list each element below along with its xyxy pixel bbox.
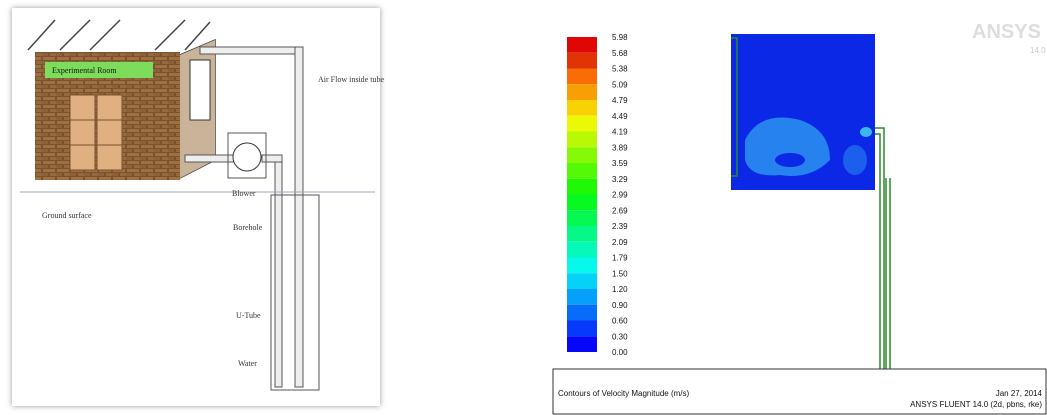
room-label: Experimental Room bbox=[52, 66, 117, 75]
colorbar-label: 1.50 bbox=[612, 269, 628, 278]
schematic-panel: Experimental Room Air Flow inside tube Bl… bbox=[12, 8, 384, 406]
colorbar-label: 0.00 bbox=[612, 348, 628, 357]
colorbar-label: 2.69 bbox=[612, 206, 628, 215]
colorbar-label: 3.89 bbox=[612, 143, 628, 152]
logo: ANSYS bbox=[972, 21, 1041, 43]
colorbar-label: 5.38 bbox=[612, 65, 628, 74]
colorbar-swatch bbox=[567, 147, 597, 163]
colorbar-label: 2.09 bbox=[612, 238, 628, 247]
colorbar: 5.98 5.68 5.38 5.09 4.79 4.49 4.19 3.89 3.59 3.29… bbox=[567, 33, 628, 357]
colorbar-label: 5.68 bbox=[612, 49, 628, 58]
colorbar-label: 1.79 bbox=[612, 254, 628, 263]
figure: Experimental Room Air Flow inside tube Bl… bbox=[0, 0, 1047, 415]
colorbar-label: 5.09 bbox=[612, 80, 628, 89]
colorbar-swatch bbox=[567, 132, 597, 148]
footer-solver: ANSYS FLUENT 14.0 (2d, pbns, rke) bbox=[910, 400, 1042, 409]
window bbox=[190, 60, 210, 120]
schematic-label: Water bbox=[238, 359, 257, 368]
colorbar-swatch bbox=[567, 258, 597, 274]
schematic-label: Blower bbox=[232, 189, 256, 198]
colorbar-label: 4.79 bbox=[612, 96, 628, 105]
colorbar-swatch bbox=[567, 195, 597, 211]
colorbar-label: 5.98 bbox=[612, 33, 628, 42]
colorbar-label: 2.99 bbox=[612, 191, 628, 200]
logo-version: 14.0 bbox=[1030, 46, 1046, 55]
colorbar-swatch bbox=[567, 179, 597, 195]
colorbar-label: 4.19 bbox=[612, 128, 628, 137]
colorbar-label: 0.60 bbox=[612, 317, 628, 326]
schematic-label: U-Tube bbox=[236, 311, 261, 320]
colorbar-label: 3.29 bbox=[612, 175, 628, 184]
colorbar-swatch bbox=[567, 53, 597, 69]
colorbar-swatch bbox=[567, 226, 597, 242]
colorbar-swatch bbox=[567, 100, 597, 116]
colorbar-swatch bbox=[567, 289, 597, 305]
colorbar-swatch bbox=[567, 336, 597, 352]
colorbar-swatch bbox=[567, 84, 597, 100]
colorbar-swatch bbox=[567, 116, 597, 132]
page: Experimental Room Air Flow inside tube Bl… bbox=[0, 0, 1047, 415]
colorbar-swatch bbox=[567, 321, 597, 337]
colorbar-label: 0.30 bbox=[612, 332, 628, 341]
colorbar-label: 3.59 bbox=[612, 159, 628, 168]
colorbar-swatch bbox=[567, 163, 597, 179]
colorbar-swatch bbox=[567, 273, 597, 289]
blower bbox=[233, 143, 261, 171]
colorbar-label: 2.39 bbox=[612, 222, 628, 231]
footer-date: Jan 27, 2014 bbox=[996, 389, 1043, 398]
colorbar-swatch bbox=[567, 242, 597, 258]
colorbar-swatch bbox=[567, 210, 597, 226]
schematic-label: Air Flow inside tube bbox=[318, 75, 384, 84]
colorbar-label: 1.20 bbox=[612, 285, 628, 294]
contour-panel: 5.98 5.68 5.38 5.09 4.79 4.49 4.19 3.89 3.59 3.29… bbox=[553, 21, 1046, 414]
colorbar-swatch bbox=[567, 37, 597, 53]
footer-title: Contours of Velocity Magnitude (m/s) bbox=[558, 389, 690, 398]
colorbar-label: 4.49 bbox=[612, 112, 628, 121]
schematic-label: Borehole bbox=[233, 223, 263, 232]
colorbar-label: 0.90 bbox=[612, 301, 628, 310]
colorbar-swatch bbox=[567, 305, 597, 321]
schematic-label: Ground surface bbox=[42, 211, 92, 220]
contour-core bbox=[775, 153, 805, 167]
colorbar-swatch bbox=[567, 69, 597, 85]
